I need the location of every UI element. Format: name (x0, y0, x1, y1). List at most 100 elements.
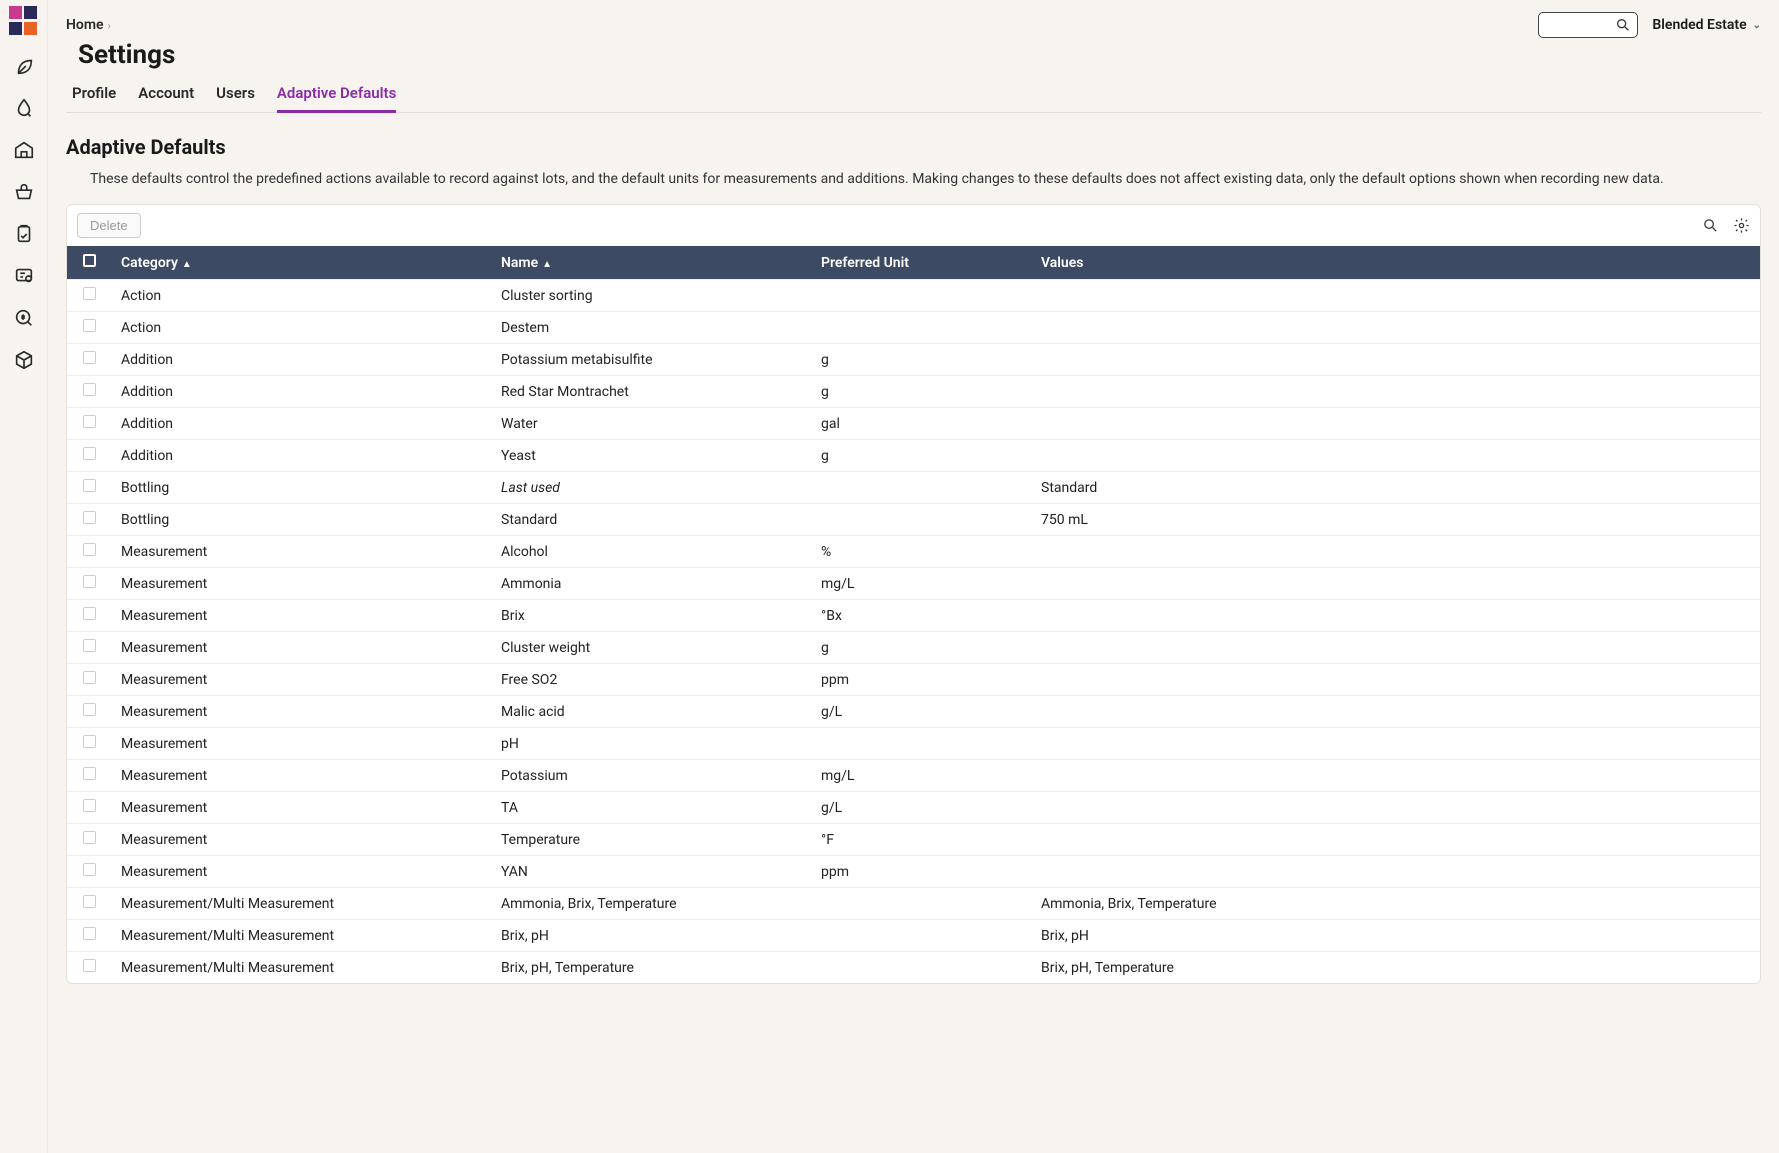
main-content: Home › Blended Estate ⌄ Settings Profile… (48, 0, 1779, 1153)
tab-users[interactable]: Users (216, 78, 255, 112)
table-row[interactable]: AdditionYeastg (67, 440, 1760, 472)
table-row[interactable]: ActionCluster sorting (67, 280, 1760, 312)
row-checkbox[interactable] (67, 856, 111, 888)
row-checkbox[interactable] (67, 632, 111, 664)
drop-icon[interactable] (12, 96, 36, 120)
row-checkbox[interactable] (67, 408, 111, 440)
table-row[interactable]: BottlingLast usedStandard (67, 472, 1760, 504)
table-row[interactable]: AdditionWatergal (67, 408, 1760, 440)
cell-unit: mg/L (811, 760, 1031, 792)
table-row[interactable]: Measurement/Multi MeasurementBrix, pHBri… (67, 920, 1760, 952)
row-checkbox[interactable] (67, 504, 111, 536)
column-preferred-unit[interactable]: Preferred Unit (811, 246, 1031, 280)
cell-name: Cluster sorting (491, 280, 811, 312)
table-row[interactable]: BottlingStandard750 mL (67, 504, 1760, 536)
cell-unit (811, 472, 1031, 504)
delete-button[interactable]: Delete (77, 213, 141, 238)
row-checkbox[interactable] (67, 792, 111, 824)
row-checkbox[interactable] (67, 920, 111, 952)
cell-name: Potassium metabisulfite (491, 344, 811, 376)
table-row[interactable]: MeasurementFree SO2ppm (67, 664, 1760, 696)
column-values[interactable]: Values (1031, 246, 1760, 280)
table-row[interactable]: MeasurementMalic acidg/L (67, 696, 1760, 728)
row-checkbox[interactable] (67, 728, 111, 760)
estate-dropdown[interactable]: Blended Estate ⌄ (1652, 17, 1761, 33)
tab-account[interactable]: Account (138, 78, 194, 112)
table-row[interactable]: MeasurementAlcohol% (67, 536, 1760, 568)
select-all-header[interactable] (67, 246, 111, 280)
table-row[interactable]: AdditionPotassium metabisulfiteg (67, 344, 1760, 376)
row-checkbox[interactable] (67, 824, 111, 856)
cell-category: Measurement/Multi Measurement (111, 888, 491, 920)
row-checkbox[interactable] (67, 568, 111, 600)
row-checkbox[interactable] (67, 952, 111, 984)
table-search-icon[interactable] (1702, 217, 1719, 234)
cell-unit: °Bx (811, 600, 1031, 632)
table-row[interactable]: MeasurementTAg/L (67, 792, 1760, 824)
warehouse-icon[interactable] (12, 138, 36, 162)
money-search-icon[interactable] (12, 306, 36, 330)
row-checkbox[interactable] (67, 472, 111, 504)
cell-values (1031, 792, 1760, 824)
cell-name: Yeast (491, 440, 811, 472)
gear-icon[interactable] (1733, 217, 1750, 234)
search-input[interactable] (1538, 12, 1638, 38)
cell-unit (811, 312, 1031, 344)
leaf-icon[interactable] (12, 54, 36, 78)
cell-unit: g (811, 632, 1031, 664)
cell-values: Brix, pH (1031, 920, 1760, 952)
cell-name: Temperature (491, 824, 811, 856)
column-category[interactable]: Category▲ (111, 246, 491, 280)
row-checkbox[interactable] (67, 280, 111, 312)
chevron-right-icon: › (108, 19, 111, 32)
row-checkbox[interactable] (67, 600, 111, 632)
tab-profile[interactable]: Profile (72, 78, 116, 112)
table-row[interactable]: MeasurementTemperature°F (67, 824, 1760, 856)
row-checkbox[interactable] (67, 696, 111, 728)
row-checkbox[interactable] (67, 344, 111, 376)
defaults-table: Category▲ Name▲ Preferred Unit Values Ac… (67, 246, 1760, 983)
table-row[interactable]: MeasurementCluster weightg (67, 632, 1760, 664)
row-checkbox[interactable] (67, 312, 111, 344)
cell-name: Malic acid (491, 696, 811, 728)
table-row[interactable]: Measurement/Multi MeasurementBrix, pH, T… (67, 952, 1760, 984)
breadcrumb-home[interactable]: Home (66, 17, 104, 33)
tab-adaptive-defaults[interactable]: Adaptive Defaults (277, 78, 396, 113)
cell-unit: g/L (811, 696, 1031, 728)
cell-category: Action (111, 280, 491, 312)
package-icon[interactable] (12, 348, 36, 372)
cell-unit: ppm (811, 856, 1031, 888)
cell-category: Addition (111, 408, 491, 440)
table-row[interactable]: MeasurementBrix°Bx (67, 600, 1760, 632)
row-checkbox[interactable] (67, 536, 111, 568)
cell-name: YAN (491, 856, 811, 888)
cell-category: Measurement/Multi Measurement (111, 920, 491, 952)
column-name[interactable]: Name▲ (491, 246, 811, 280)
table-row[interactable]: MeasurementPotassiummg/L (67, 760, 1760, 792)
table-row[interactable]: MeasurementAmmoniamg/L (67, 568, 1760, 600)
row-checkbox[interactable] (67, 376, 111, 408)
basket-icon[interactable] (12, 180, 36, 204)
cell-category: Measurement (111, 568, 491, 600)
cell-unit (811, 280, 1031, 312)
app-logo[interactable] (9, 6, 39, 36)
table-row[interactable]: MeasurementYANppm (67, 856, 1760, 888)
table-row[interactable]: Measurement/Multi MeasurementAmmonia, Br… (67, 888, 1760, 920)
row-checkbox[interactable] (67, 888, 111, 920)
cell-unit: g (811, 344, 1031, 376)
table-row[interactable]: AdditionRed Star Montrachetg (67, 376, 1760, 408)
row-checkbox[interactable] (67, 664, 111, 696)
cell-unit (811, 920, 1031, 952)
table-row[interactable]: ActionDestem (67, 312, 1760, 344)
row-checkbox[interactable] (67, 440, 111, 472)
cell-values (1031, 696, 1760, 728)
row-checkbox[interactable] (67, 760, 111, 792)
cell-category: Bottling (111, 504, 491, 536)
cell-category: Measurement (111, 856, 491, 888)
clipboard-icon[interactable] (12, 222, 36, 246)
breadcrumb[interactable]: Home › (66, 17, 111, 33)
table-row[interactable]: MeasurementpH (67, 728, 1760, 760)
cell-name: pH (491, 728, 811, 760)
certificate-icon[interactable] (12, 264, 36, 288)
cell-category: Addition (111, 440, 491, 472)
